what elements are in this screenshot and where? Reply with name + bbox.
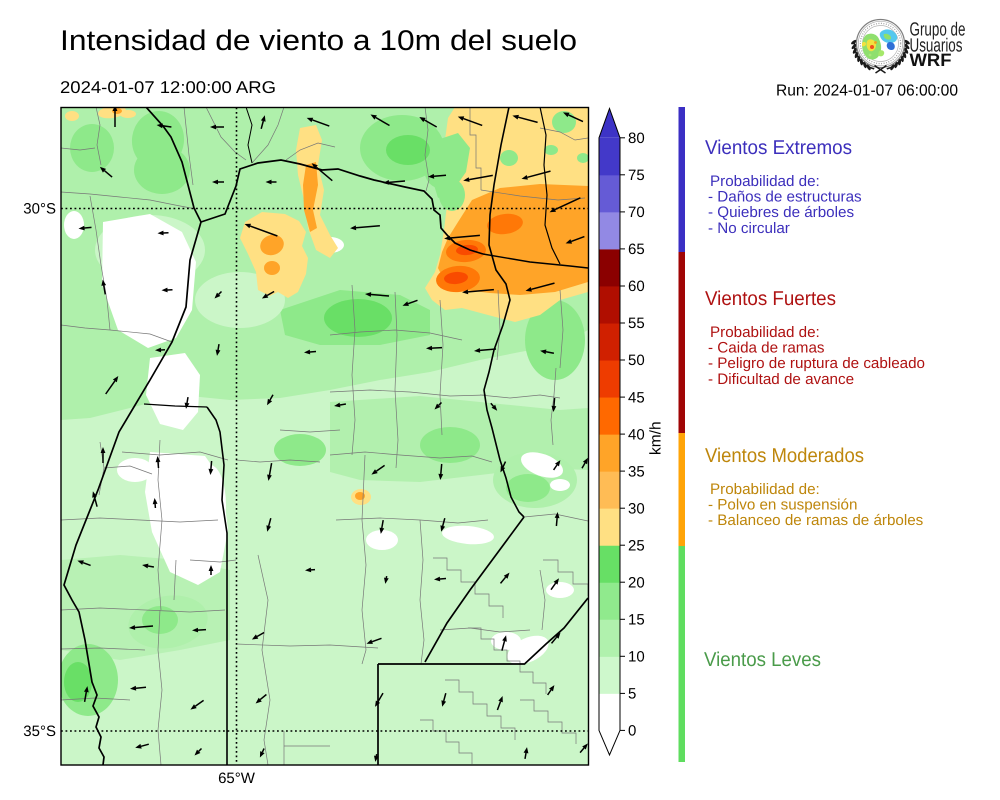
svg-text:Probabilidad de:: Probabilidad de: [710,324,820,341]
svg-text:Intensidad de viento a 10m del: Intensidad de viento a 10m del suelo [60,25,577,57]
svg-text:Probabilidad de:: Probabilidad de: [710,481,820,498]
svg-text:55: 55 [628,315,645,332]
svg-text:Vientos Extremos: Vientos Extremos [705,137,852,159]
svg-text:35: 35 [628,463,645,480]
svg-text:35°S: 35°S [23,723,56,740]
svg-text:5: 5 [628,686,636,703]
svg-text:50: 50 [628,352,645,369]
svg-text:75: 75 [628,167,645,184]
svg-text:Vientos Fuertes: Vientos Fuertes [705,288,836,310]
svg-text:65°W: 65°W [218,770,256,787]
svg-text:40: 40 [628,426,645,443]
svg-text:10: 10 [628,649,645,666]
svg-text:25: 25 [628,537,645,554]
svg-text:45: 45 [628,389,645,406]
svg-text:30: 30 [628,500,645,517]
svg-text:Grupo de: Grupo de [910,20,966,41]
svg-text:WRF: WRF [910,50,952,70]
svg-text:20: 20 [628,575,645,592]
svg-text:- Balanceo de ramas de árboles: - Balanceo de ramas de árboles [708,512,924,529]
svg-text:- Polvo en suspensión: - Polvo en suspensión [708,497,857,514]
svg-text:- Peligro de ruptura de cablea: - Peligro de ruptura de cableado [708,355,925,372]
svg-text:- Caida de ramas: - Caida de ramas [708,340,825,357]
svg-text:15: 15 [628,612,645,629]
svg-text:- Quiebres de árboles: - Quiebres de árboles [708,204,854,221]
svg-text:- Dificultad de avance: - Dificultad de avance [708,371,854,388]
svg-text:60: 60 [628,278,645,295]
svg-text:Vientos Moderados: Vientos Moderados [705,445,864,467]
svg-text:30°S: 30°S [23,201,56,218]
svg-text:65: 65 [628,241,645,258]
svg-text:2024-01-07 12:00:00 ARG: 2024-01-07 12:00:00 ARG [60,78,276,97]
svg-text:Probabilidad de:: Probabilidad de: [710,173,820,190]
svg-text:- Daños de estructuras: - Daños de estructuras [708,189,862,206]
svg-text:80: 80 [628,130,645,147]
svg-text:70: 70 [628,204,645,221]
svg-text:km/h: km/h [648,421,665,455]
svg-text:- No circular: - No circular [708,220,790,237]
svg-text:Vientos Leves: Vientos Leves [704,649,821,671]
svg-text:Run: 2024-01-07 06:00:00: Run: 2024-01-07 06:00:00 [776,83,958,100]
svg-text:Usuarios: Usuarios [910,36,963,57]
svg-text:0: 0 [628,723,636,740]
